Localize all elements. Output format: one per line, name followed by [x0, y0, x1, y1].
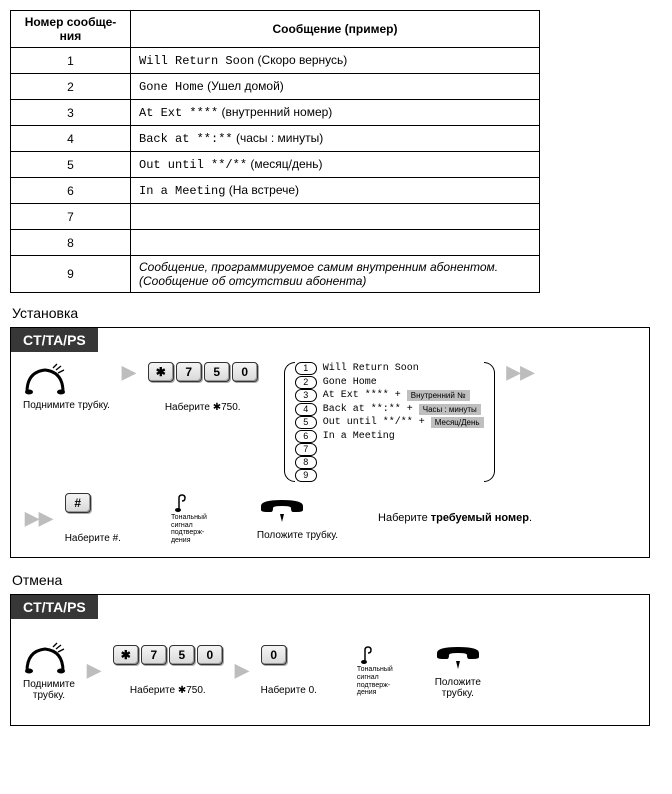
- header-msg: Сообщение (пример): [131, 11, 540, 48]
- arrow-icon: ▶▶: [23, 508, 55, 529]
- header-num: Номер сообще-ния: [11, 11, 131, 48]
- step-offhook: Поднимитетрубку.: [23, 641, 75, 701]
- key: 7: [176, 362, 202, 382]
- table-row: 6In a Meeting (На встрече): [11, 178, 540, 204]
- table-row: 3At Ext **** (внутренний номер): [11, 100, 540, 126]
- cancel-title: Отмена: [12, 572, 662, 588]
- setup-title: Установка: [12, 305, 662, 321]
- message-option: 6In a Meeting: [295, 430, 484, 444]
- message-option: 2Gone Home: [295, 376, 484, 390]
- table-row: 8: [11, 230, 540, 256]
- step-dial750: ✱750 Наберите ✱750.: [113, 645, 223, 696]
- key: 5: [204, 362, 230, 382]
- message-option: 3At Ext **** +Внутренний №: [295, 389, 484, 403]
- key: 7: [141, 645, 167, 665]
- step-offhook: Поднимите трубку.: [23, 362, 110, 411]
- table-row: 1Will Return Soon (Скоро вернусь): [11, 48, 540, 74]
- step-tone: Тональныйсигналподтверж-дения: [171, 492, 207, 545]
- step-onhook: Положитетрубку.: [433, 643, 483, 699]
- step-onhook: Положите трубку.: [257, 496, 338, 541]
- cancel-box: CT/TA/PS Поднимитетрубку. ▶ ✱750 Наберит…: [10, 594, 650, 726]
- key: 0: [197, 645, 223, 665]
- step-hash: # Наберите #.: [65, 493, 121, 544]
- table-row: 5Out until **/** (месяц/день): [11, 152, 540, 178]
- arrow-icon: ▶: [233, 660, 251, 681]
- key: ✱: [113, 645, 139, 665]
- message-choice-group: 1Will Return Soon2Gone Home3At Ext **** …: [284, 362, 495, 482]
- message-option: 9: [295, 469, 484, 482]
- setup-box: CT/TA/PS Поднимите трубку. ▶ ✱750 Набери…: [10, 327, 650, 558]
- step-dial750: ✱750 Наберите ✱750.: [148, 362, 258, 413]
- arrow-icon: ▶▶: [505, 362, 537, 383]
- messages-table: Номер сообще-ния Сообщение (пример) 1Wil…: [10, 10, 540, 293]
- offhook-icon: [23, 362, 67, 396]
- message-option: 7: [295, 443, 484, 456]
- step-zero: 0 Наберите 0.: [261, 645, 317, 696]
- setup-tab: CT/TA/PS: [11, 328, 98, 352]
- table-row: 9Сообщение, программируемое самим внутре…: [11, 256, 540, 293]
- offhook-icon: [23, 641, 67, 675]
- cancel-tab: CT/TA/PS: [11, 595, 98, 619]
- key: 5: [169, 645, 195, 665]
- key: 0: [232, 362, 258, 382]
- message-option: 1Will Return Soon: [295, 362, 484, 376]
- table-row: 4Back at **:** (часы : минуты): [11, 126, 540, 152]
- table-row: 7: [11, 204, 540, 230]
- step-tone: Тональныйсигналподтверж-дения: [357, 644, 393, 697]
- message-option: 4Back at **:** +Часы : минуты: [295, 403, 484, 417]
- key-zero: 0: [261, 645, 287, 665]
- key: ✱: [148, 362, 174, 382]
- pick-number-label: Наберите требуемый номер.: [378, 512, 532, 524]
- tone-icon: [357, 644, 377, 666]
- onhook-icon: [433, 643, 483, 673]
- key-hash: #: [65, 493, 91, 513]
- arrow-icon: ▶: [85, 660, 103, 681]
- tone-icon: [171, 492, 191, 514]
- message-option: 5Out until **/** +Месяц/День: [295, 416, 484, 430]
- table-row: 2Gone Home (Ушел домой): [11, 74, 540, 100]
- onhook-icon: [257, 496, 307, 526]
- message-option: 8: [295, 456, 484, 469]
- arrow-icon: ▶: [120, 362, 138, 383]
